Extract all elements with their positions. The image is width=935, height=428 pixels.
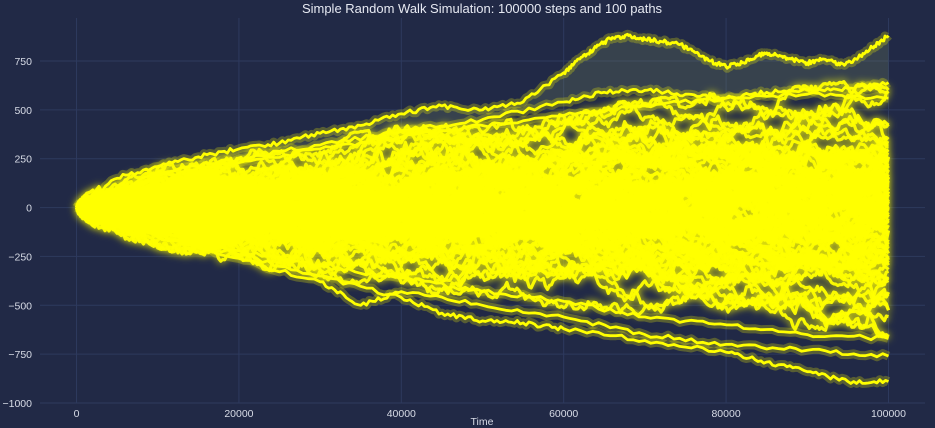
- x-axis: 0 20000 40000 60000 80000 100000: [74, 408, 907, 420]
- y-tick-label: 250: [14, 154, 32, 166]
- area-fill: [76, 35, 889, 208]
- second-lower-path: [76, 206, 890, 359]
- y-tick-label: 500: [14, 105, 32, 117]
- y-tick-label: −1000: [3, 398, 33, 410]
- y-tick-label: 750: [14, 56, 32, 68]
- y-tick-label: −750: [8, 349, 32, 361]
- x-tick-label: 0: [74, 408, 80, 420]
- y-axis: −1000 −750 −500 −250 0 250 500 750: [3, 56, 33, 410]
- upper-extreme-path: [75, 32, 890, 209]
- walk-path: [76, 195, 889, 252]
- lower-extreme-path: [76, 206, 889, 385]
- third-upper-path: [75, 91, 889, 209]
- walk-path: [74, 159, 890, 221]
- area-fill-layer: [76, 35, 889, 208]
- walk-path: [75, 107, 890, 209]
- second-upper-path: [75, 81, 890, 209]
- walk-path: [75, 171, 889, 255]
- chart-title: Simple Random Walk Simulation: 100000 st…: [302, 1, 663, 16]
- x-tick-label: 20000: [224, 408, 253, 420]
- y-tick-label: −250: [8, 251, 32, 263]
- x-tick-label: 80000: [711, 408, 740, 420]
- x-axis-label: Time: [471, 416, 494, 428]
- third-lower-path: [75, 206, 889, 342]
- paths-layer: [74, 80, 891, 339]
- walk-path: [75, 170, 890, 216]
- y-tick-label: 0: [26, 203, 32, 215]
- walk-path: [75, 156, 890, 209]
- y-tick-label: −500: [8, 300, 32, 312]
- x-tick-label: 40000: [387, 408, 416, 420]
- x-tick-label: 100000: [871, 408, 906, 420]
- walk-path: [75, 134, 890, 209]
- x-tick-label: 60000: [549, 408, 578, 420]
- highlighted-paths: [72, 29, 892, 388]
